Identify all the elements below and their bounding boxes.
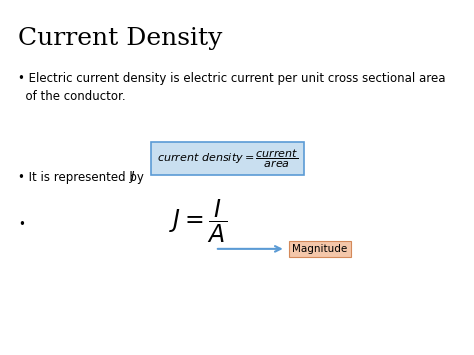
Text: •: • xyxy=(18,218,25,231)
Text: Magnitude: Magnitude xyxy=(292,244,347,254)
Text: • It is represented by: • It is represented by xyxy=(18,170,144,184)
Text: $\mathit{current\ density} = \dfrac{\mathit{current}}{\mathit{area}}$: $\mathit{current\ density} = \dfrac{\mat… xyxy=(156,147,298,170)
Text: • Electric current density is electric current per unit cross sectional area
  o: • Electric current density is electric c… xyxy=(18,72,445,103)
Text: Current Density: Current Density xyxy=(18,27,222,50)
Text: $J = \dfrac{I}{A}$: $J = \dfrac{I}{A}$ xyxy=(169,198,227,245)
Text: $\mathit{J}$: $\mathit{J}$ xyxy=(129,169,137,185)
